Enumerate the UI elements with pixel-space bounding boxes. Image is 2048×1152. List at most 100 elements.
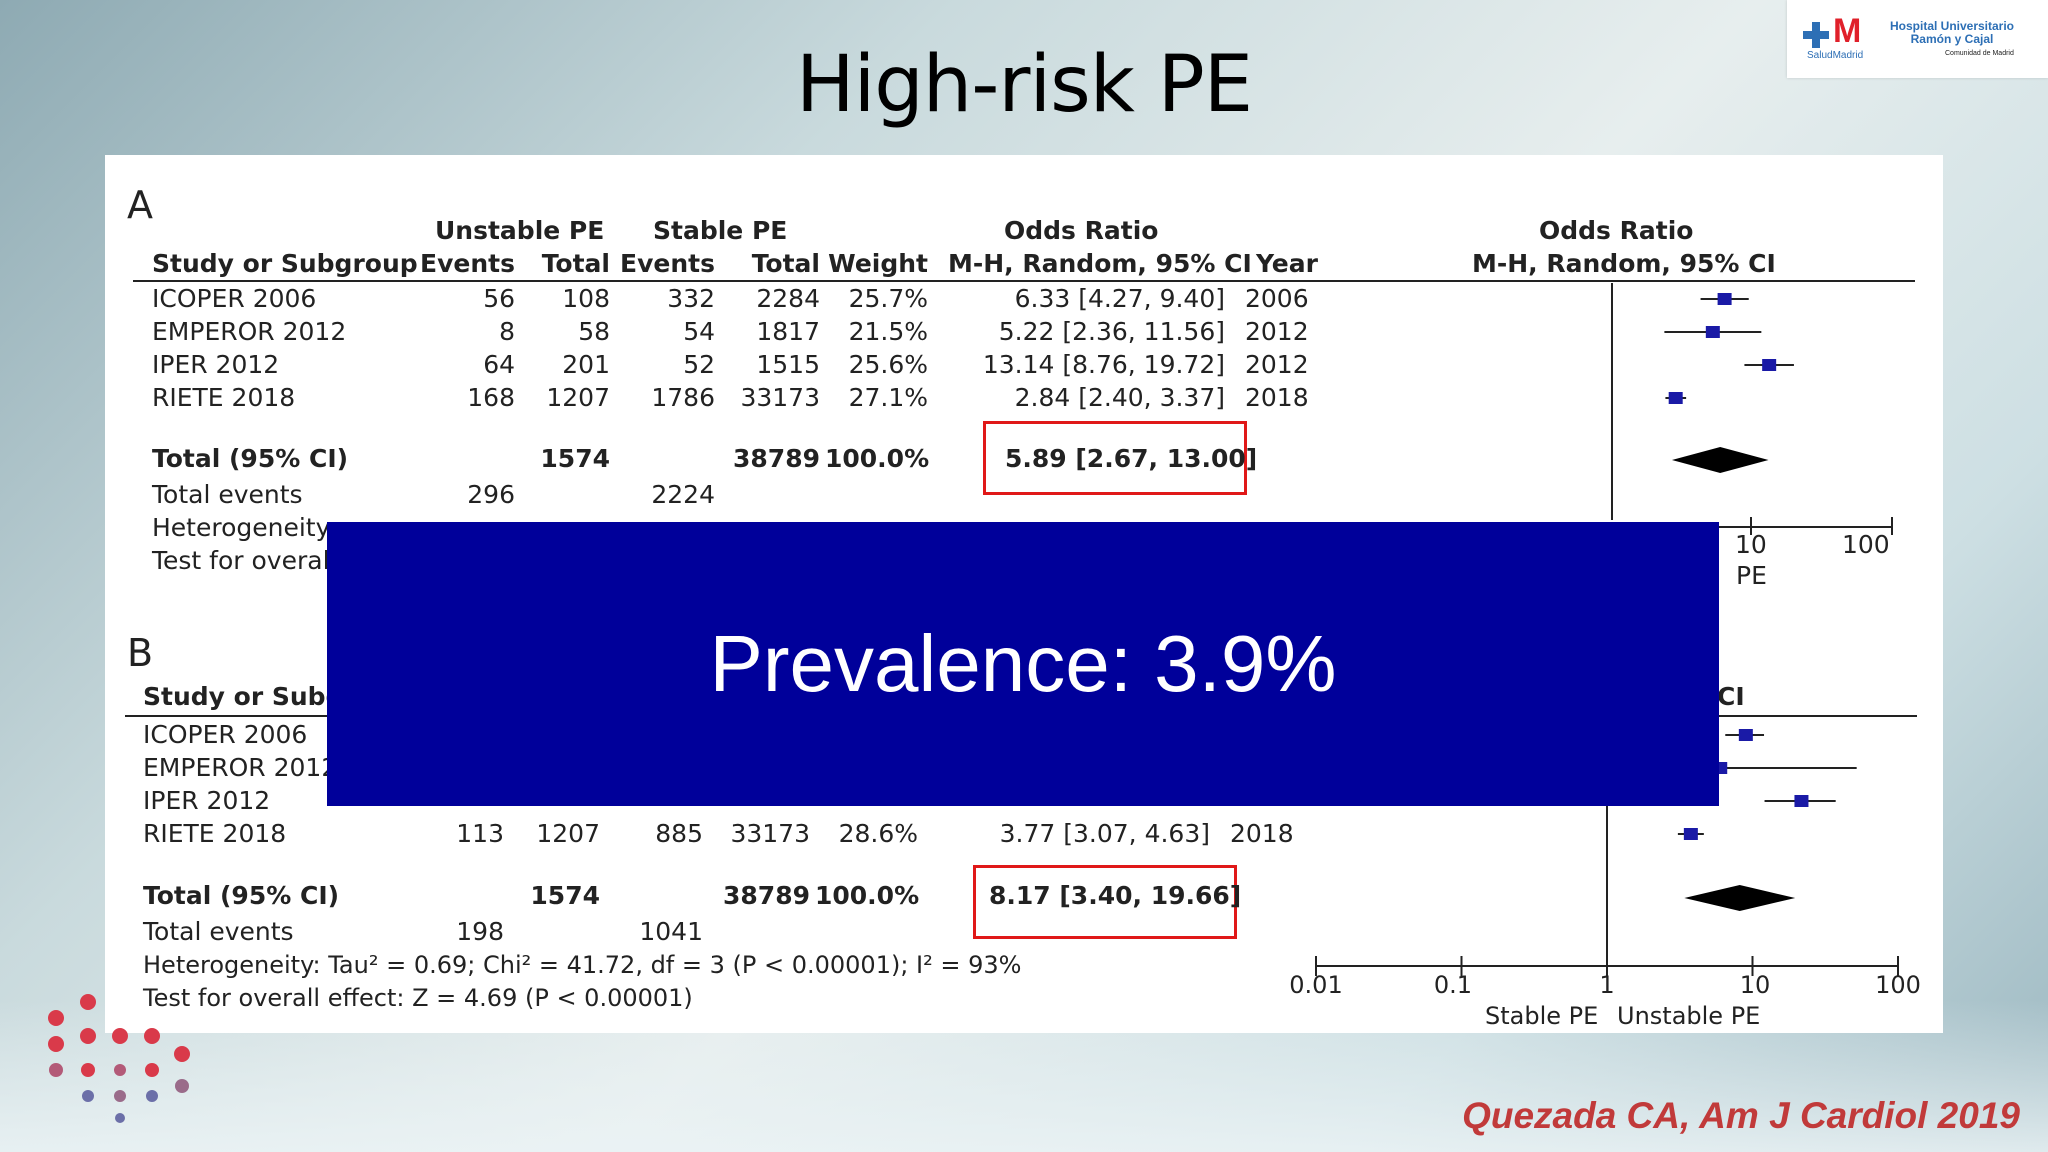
total2: 33173 [740, 383, 820, 412]
axis-tick-label: 0.1 [1433, 971, 1473, 999]
total-t2-b: 38789 [723, 881, 810, 910]
total-t1-b: 1574 [530, 881, 600, 910]
plot-header: Odds Ratio [1539, 216, 1694, 245]
total-weight: 100.0% [825, 444, 930, 473]
axis-tick-label: 0.01 [1289, 971, 1343, 999]
events2-total-b: 1041 [639, 917, 703, 946]
study-name: IPER 2012 [143, 786, 271, 815]
axis-tick-label: 1 [1599, 971, 1615, 999]
events2-total: 2224 [651, 480, 715, 509]
axis-group-label: PE [1736, 561, 1767, 590]
study-name: EMPEROR 2012 [152, 317, 347, 346]
estimate-point [1705, 326, 1720, 338]
estimate-point [1738, 729, 1753, 741]
weight: 21.5% [848, 317, 928, 346]
study-name: ICOPER 2006 [143, 720, 308, 749]
highlight-box-a [983, 421, 1247, 495]
col-events2: Events [620, 249, 715, 278]
heterogeneity-b: Heterogeneity: Tau² = 0.69; Chi² = 41.72… [143, 951, 1022, 979]
estimate-point [1668, 392, 1683, 404]
col-total2: Total [751, 249, 820, 278]
citation: Quezada CA, Am J Cardiol 2019 [1462, 1095, 2020, 1136]
total-t2: 38789 [733, 444, 820, 473]
odds-ratio-ci: 2.84 [2.40, 3.37] [1014, 383, 1225, 412]
logo-brand: SaludMadrid [1807, 50, 1864, 61]
col-events1: Events [420, 249, 515, 278]
estimate-point [1794, 795, 1809, 807]
total-ci-b: 8.17 [3.40, 19.66] [989, 881, 1242, 910]
axis-tick-label: 10 [1735, 530, 1767, 559]
study-name: ICOPER 2006 [152, 284, 317, 313]
events2: 52 [683, 350, 715, 379]
group2-header: Stable PE [653, 216, 788, 245]
total-t1: 1574 [540, 444, 610, 473]
events2: 1786 [651, 383, 715, 412]
header-rule [133, 280, 1915, 282]
total1: 1207 [536, 819, 600, 848]
total1: 201 [562, 350, 610, 379]
events1: 113 [456, 819, 504, 848]
events2: 332 [667, 284, 715, 313]
plot-method: M-H, Random, 95% CI [1472, 249, 1776, 278]
total2: 2284 [756, 284, 820, 313]
prevalence-overlay: Prevalence: 3.9% [327, 522, 1719, 806]
total1: 1207 [546, 383, 610, 412]
col-study-b: Study or Subgr [143, 682, 356, 711]
odds-ratio-ci: 6.33 [4.27, 9.40] [1014, 284, 1225, 313]
year: 2006 [1245, 284, 1309, 313]
study-name: EMPEROR 2012 [143, 753, 338, 782]
col-study: Study or Subgroup [152, 249, 418, 278]
events2: 54 [683, 317, 715, 346]
col-method: M-H, Random, 95% CI [948, 249, 1252, 278]
col-weight: Weight [828, 249, 928, 278]
study-name: RIETE 2018 [152, 383, 296, 412]
or-header: Odds Ratio [1004, 216, 1159, 245]
year: 2012 [1245, 317, 1309, 346]
odds-ratio-ci: 5.22 [2.36, 11.56] [998, 317, 1225, 346]
estimate-point [1762, 359, 1777, 371]
total2: 33173 [730, 819, 810, 848]
year: 2018 [1245, 383, 1309, 412]
panel-a-label: A [127, 183, 153, 227]
prevalence-text: Prevalence: 3.9% [709, 619, 1337, 708]
medical-cross-icon [1803, 22, 1829, 48]
odds-ratio-ci: 13.14 [8.76, 19.72] [982, 350, 1225, 379]
study-name: RIETE 2018 [143, 819, 287, 848]
study-name: IPER 2012 [152, 350, 280, 379]
axis-tick-label: 10 [1739, 971, 1771, 999]
estimate-point [1717, 293, 1732, 305]
total1: 58 [578, 317, 610, 346]
weight: 28.6% [838, 819, 918, 848]
pooled-diamond [1684, 885, 1796, 911]
axis-tick-label: 100 [1842, 530, 1890, 559]
total-label: Total (95% CI) [152, 444, 349, 473]
axis-left-label: Stable PE [1485, 1002, 1599, 1030]
odds-ratio-ci: 3.77 [3.07, 4.63] [999, 819, 1210, 848]
events1: 56 [483, 284, 515, 313]
axis-right-label: Unstable PE [1617, 1002, 1761, 1030]
col-total1: Total [541, 249, 610, 278]
total2: 1817 [756, 317, 820, 346]
events1: 8 [499, 317, 515, 346]
test-overall-b: Test for overall effect: Z = 4.69 (P < 0… [143, 984, 693, 1012]
events2: 885 [655, 819, 703, 848]
logo-community: Comunidad de Madrid [1945, 50, 2014, 57]
total1: 108 [562, 284, 610, 313]
plot-method-b: CI [1717, 682, 1745, 711]
total-ci: 5.89 [2.67, 13.00] [1005, 444, 1258, 473]
weight: 25.6% [848, 350, 928, 379]
events1-total: 296 [467, 480, 515, 509]
total2: 1515 [756, 350, 820, 379]
total-weight-b: 100.0% [815, 881, 920, 910]
hospital-logo: M SaludMadrid Hospital Universitario Ram… [1787, 0, 2048, 78]
weight: 27.1% [848, 383, 928, 412]
events1: 64 [483, 350, 515, 379]
events1-total-b: 198 [456, 917, 504, 946]
axis-tick-label: 100 [1875, 971, 1921, 999]
weight: 25.7% [848, 284, 928, 313]
panel-b-label: B [127, 631, 154, 675]
heterogeneity-label: Heterogeneity: [152, 513, 338, 542]
total-label-b: Total (95% CI) [143, 881, 340, 910]
estimate-point [1683, 828, 1698, 840]
pooled-diamond [1671, 447, 1769, 473]
